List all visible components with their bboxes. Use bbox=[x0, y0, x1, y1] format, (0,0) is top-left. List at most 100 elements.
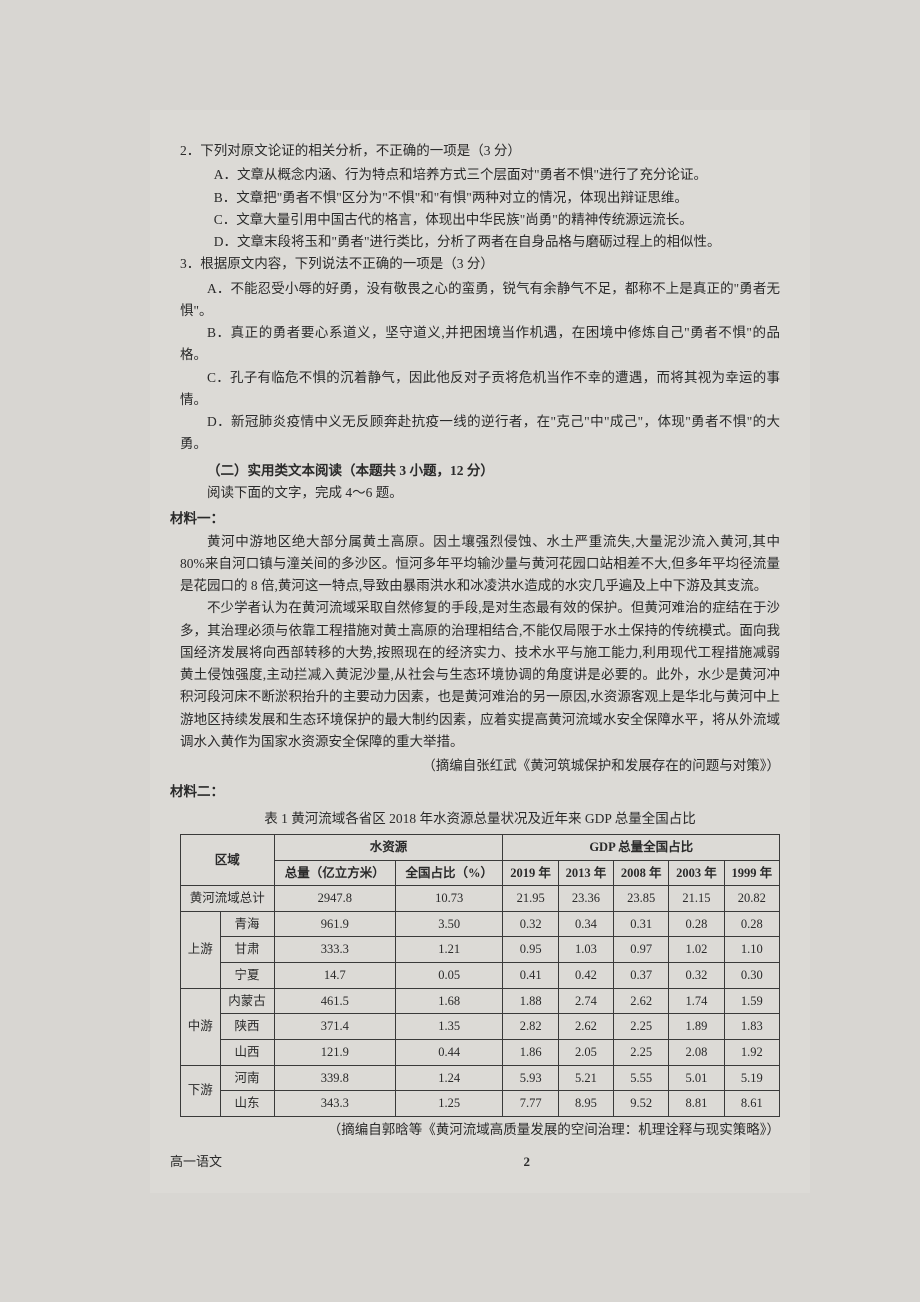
td: 21.15 bbox=[669, 886, 724, 912]
material1-p2: 不少学者认为在黄河流域采取自然修复的手段,是对生态最有效的保护。但黄河难治的症结… bbox=[180, 597, 780, 753]
footer-page: 2 bbox=[524, 1151, 531, 1172]
td: 5.19 bbox=[724, 1065, 779, 1091]
th-total: 总量（亿立方米） bbox=[274, 860, 395, 886]
section2-title: （二）实用类文本阅读（本题共 3 小题，12 分） bbox=[180, 460, 780, 482]
td: 0.30 bbox=[724, 963, 779, 989]
table-header-row1: 区域 水资源 GDP 总量全国占比 bbox=[181, 834, 780, 860]
td: 1.74 bbox=[669, 988, 724, 1014]
td: 343.3 bbox=[274, 1091, 395, 1117]
td: 8.81 bbox=[669, 1091, 724, 1117]
td: 23.85 bbox=[614, 886, 669, 912]
q3-opt-c: C．孔子有临危不惧的沉着静气，因此他反对子贡将危机当作不幸的遭遇，而将其视为幸运… bbox=[180, 367, 780, 412]
td-name: 内蒙古 bbox=[220, 988, 274, 1014]
td: 0.32 bbox=[669, 963, 724, 989]
td: 5.55 bbox=[614, 1065, 669, 1091]
td-name: 山东 bbox=[220, 1091, 274, 1117]
td: 10.73 bbox=[395, 886, 503, 912]
td: 1.21 bbox=[395, 937, 503, 963]
td: 20.82 bbox=[724, 886, 779, 912]
td: 0.97 bbox=[614, 937, 669, 963]
table-row: 甘肃 333.3 1.21 0.95 1.03 0.97 1.02 1.10 bbox=[181, 937, 780, 963]
td: 339.8 bbox=[274, 1065, 395, 1091]
material1-p1: 黄河中游地区绝大部分属黄土高原。因土壤强烈侵蚀、水土严重流失,大量泥沙流入黄河,… bbox=[180, 531, 780, 598]
td: 1.86 bbox=[503, 1039, 558, 1065]
td: 121.9 bbox=[274, 1039, 395, 1065]
td: 2.74 bbox=[558, 988, 613, 1014]
td: 2947.8 bbox=[274, 886, 395, 912]
td-name: 青海 bbox=[220, 911, 274, 937]
td: 1.92 bbox=[724, 1039, 779, 1065]
td: 1.10 bbox=[724, 937, 779, 963]
q2-opt-a: A．文章从概念内涵、行为特点和培养方式三个层面对"勇者不惧"进行了充分论证。 bbox=[180, 164, 780, 186]
q3-opt-d: D．新冠肺炎疫情中义无反顾奔赴抗疫一线的逆行者，在"克己"中"成己"，体现"勇者… bbox=[180, 411, 780, 456]
td: 371.4 bbox=[274, 1014, 395, 1040]
q2-opt-d: D．文章末段将玉和"勇者"进行类比，分析了两者在自身品格与磨砺过程上的相似性。 bbox=[180, 231, 780, 253]
table-row: 陕西 371.4 1.35 2.82 2.62 2.25 1.89 1.83 bbox=[181, 1014, 780, 1040]
td: 1.35 bbox=[395, 1014, 503, 1040]
table-row: 宁夏 14.7 0.05 0.41 0.42 0.37 0.32 0.30 bbox=[181, 963, 780, 989]
td: 1.88 bbox=[503, 988, 558, 1014]
table-row: 山东 343.3 1.25 7.77 8.95 9.52 8.81 8.61 bbox=[181, 1091, 780, 1117]
td: 2.82 bbox=[503, 1014, 558, 1040]
td: 0.28 bbox=[724, 911, 779, 937]
th-2013: 2013 年 bbox=[558, 860, 613, 886]
td: 461.5 bbox=[274, 988, 395, 1014]
td-group-label: 上游 bbox=[181, 911, 221, 988]
footer: 高一语文 2 bbox=[180, 1151, 780, 1172]
q3-stem: 3．根据原文内容，下列说法不正确的一项是（3 分） bbox=[180, 253, 780, 275]
td: 0.42 bbox=[558, 963, 613, 989]
q2-opt-c: C．文章大量引用中国古代的格言，体现出中华民族"尚勇"的精神传统源远流长。 bbox=[180, 209, 780, 231]
td: 0.95 bbox=[503, 937, 558, 963]
td-total-label: 黄河流域总计 bbox=[181, 886, 275, 912]
td: 2.62 bbox=[614, 988, 669, 1014]
td: 2.25 bbox=[614, 1039, 669, 1065]
td: 5.93 bbox=[503, 1065, 558, 1091]
td: 0.31 bbox=[614, 911, 669, 937]
td-group-label: 下游 bbox=[181, 1065, 221, 1116]
td: 0.28 bbox=[669, 911, 724, 937]
td: 2.62 bbox=[558, 1014, 613, 1040]
td: 0.44 bbox=[395, 1039, 503, 1065]
th-region: 区域 bbox=[181, 834, 275, 885]
th-2003: 2003 年 bbox=[669, 860, 724, 886]
td: 3.50 bbox=[395, 911, 503, 937]
td: 23.36 bbox=[558, 886, 613, 912]
table-title: 表 1 黄河流域各省区 2018 年水资源总量状况及近年来 GDP 总量全国占比 bbox=[180, 808, 780, 830]
td: 7.77 bbox=[503, 1091, 558, 1117]
td: 1.83 bbox=[724, 1014, 779, 1040]
td: 5.21 bbox=[558, 1065, 613, 1091]
td: 0.41 bbox=[503, 963, 558, 989]
td: 1.89 bbox=[669, 1014, 724, 1040]
td: 1.02 bbox=[669, 937, 724, 963]
th-share: 全国占比（%） bbox=[395, 860, 503, 886]
footer-left: 高一语文 bbox=[170, 1151, 222, 1172]
td-name: 宁夏 bbox=[220, 963, 274, 989]
td: 1.25 bbox=[395, 1091, 503, 1117]
table-row: 黄河流域总计 2947.8 10.73 21.95 23.36 23.85 21… bbox=[181, 886, 780, 912]
table-row: 山西 121.9 0.44 1.86 2.05 2.25 2.08 1.92 bbox=[181, 1039, 780, 1065]
td: 8.95 bbox=[558, 1091, 613, 1117]
table-row: 中游内蒙古 461.5 1.68 1.88 2.74 2.62 1.74 1.5… bbox=[181, 988, 780, 1014]
q3-opt-a: A．不能忍受小辱的好勇，没有敬畏之心的蛮勇，锐气有余静气不足，都称不上是真正的"… bbox=[180, 278, 780, 323]
td-name: 河南 bbox=[220, 1065, 274, 1091]
td-name: 山西 bbox=[220, 1039, 274, 1065]
q3-opt-b: B．真正的勇者要心系道义，坚守道义,并把困境当作机遇，在困境中修炼自己"勇者不惧… bbox=[180, 322, 780, 367]
material2-label: 材料二： bbox=[170, 781, 780, 803]
td: 14.7 bbox=[274, 963, 395, 989]
td: 961.9 bbox=[274, 911, 395, 937]
td: 333.3 bbox=[274, 937, 395, 963]
td-name: 甘肃 bbox=[220, 937, 274, 963]
th-2019: 2019 年 bbox=[503, 860, 558, 886]
td: 2.05 bbox=[558, 1039, 613, 1065]
td: 0.05 bbox=[395, 963, 503, 989]
material1-label: 材料一： bbox=[170, 508, 780, 530]
section2-instruct: 阅读下面的文字，完成 4～6 题。 bbox=[180, 482, 780, 504]
q2-opt-b: B．文章把"勇者不惧"区分为"不惧"和"有惧"两种对立的情况，体现出辩证思维。 bbox=[180, 187, 780, 209]
material1-source: （摘编自张红武《黄河筑城保护和发展存在的问题与对策》） bbox=[180, 755, 780, 777]
th-1999: 1999 年 bbox=[724, 860, 779, 886]
th-gdp: GDP 总量全国占比 bbox=[503, 834, 780, 860]
td-group-label: 中游 bbox=[181, 988, 221, 1065]
td: 8.61 bbox=[724, 1091, 779, 1117]
table-row: 下游河南 339.8 1.24 5.93 5.21 5.55 5.01 5.19 bbox=[181, 1065, 780, 1091]
td: 0.37 bbox=[614, 963, 669, 989]
